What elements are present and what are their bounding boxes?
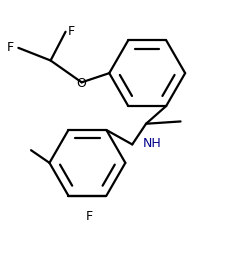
Text: NH: NH [142, 137, 161, 150]
Text: F: F [68, 25, 74, 38]
Text: F: F [7, 41, 14, 54]
Text: F: F [86, 210, 93, 223]
Text: O: O [76, 77, 86, 90]
